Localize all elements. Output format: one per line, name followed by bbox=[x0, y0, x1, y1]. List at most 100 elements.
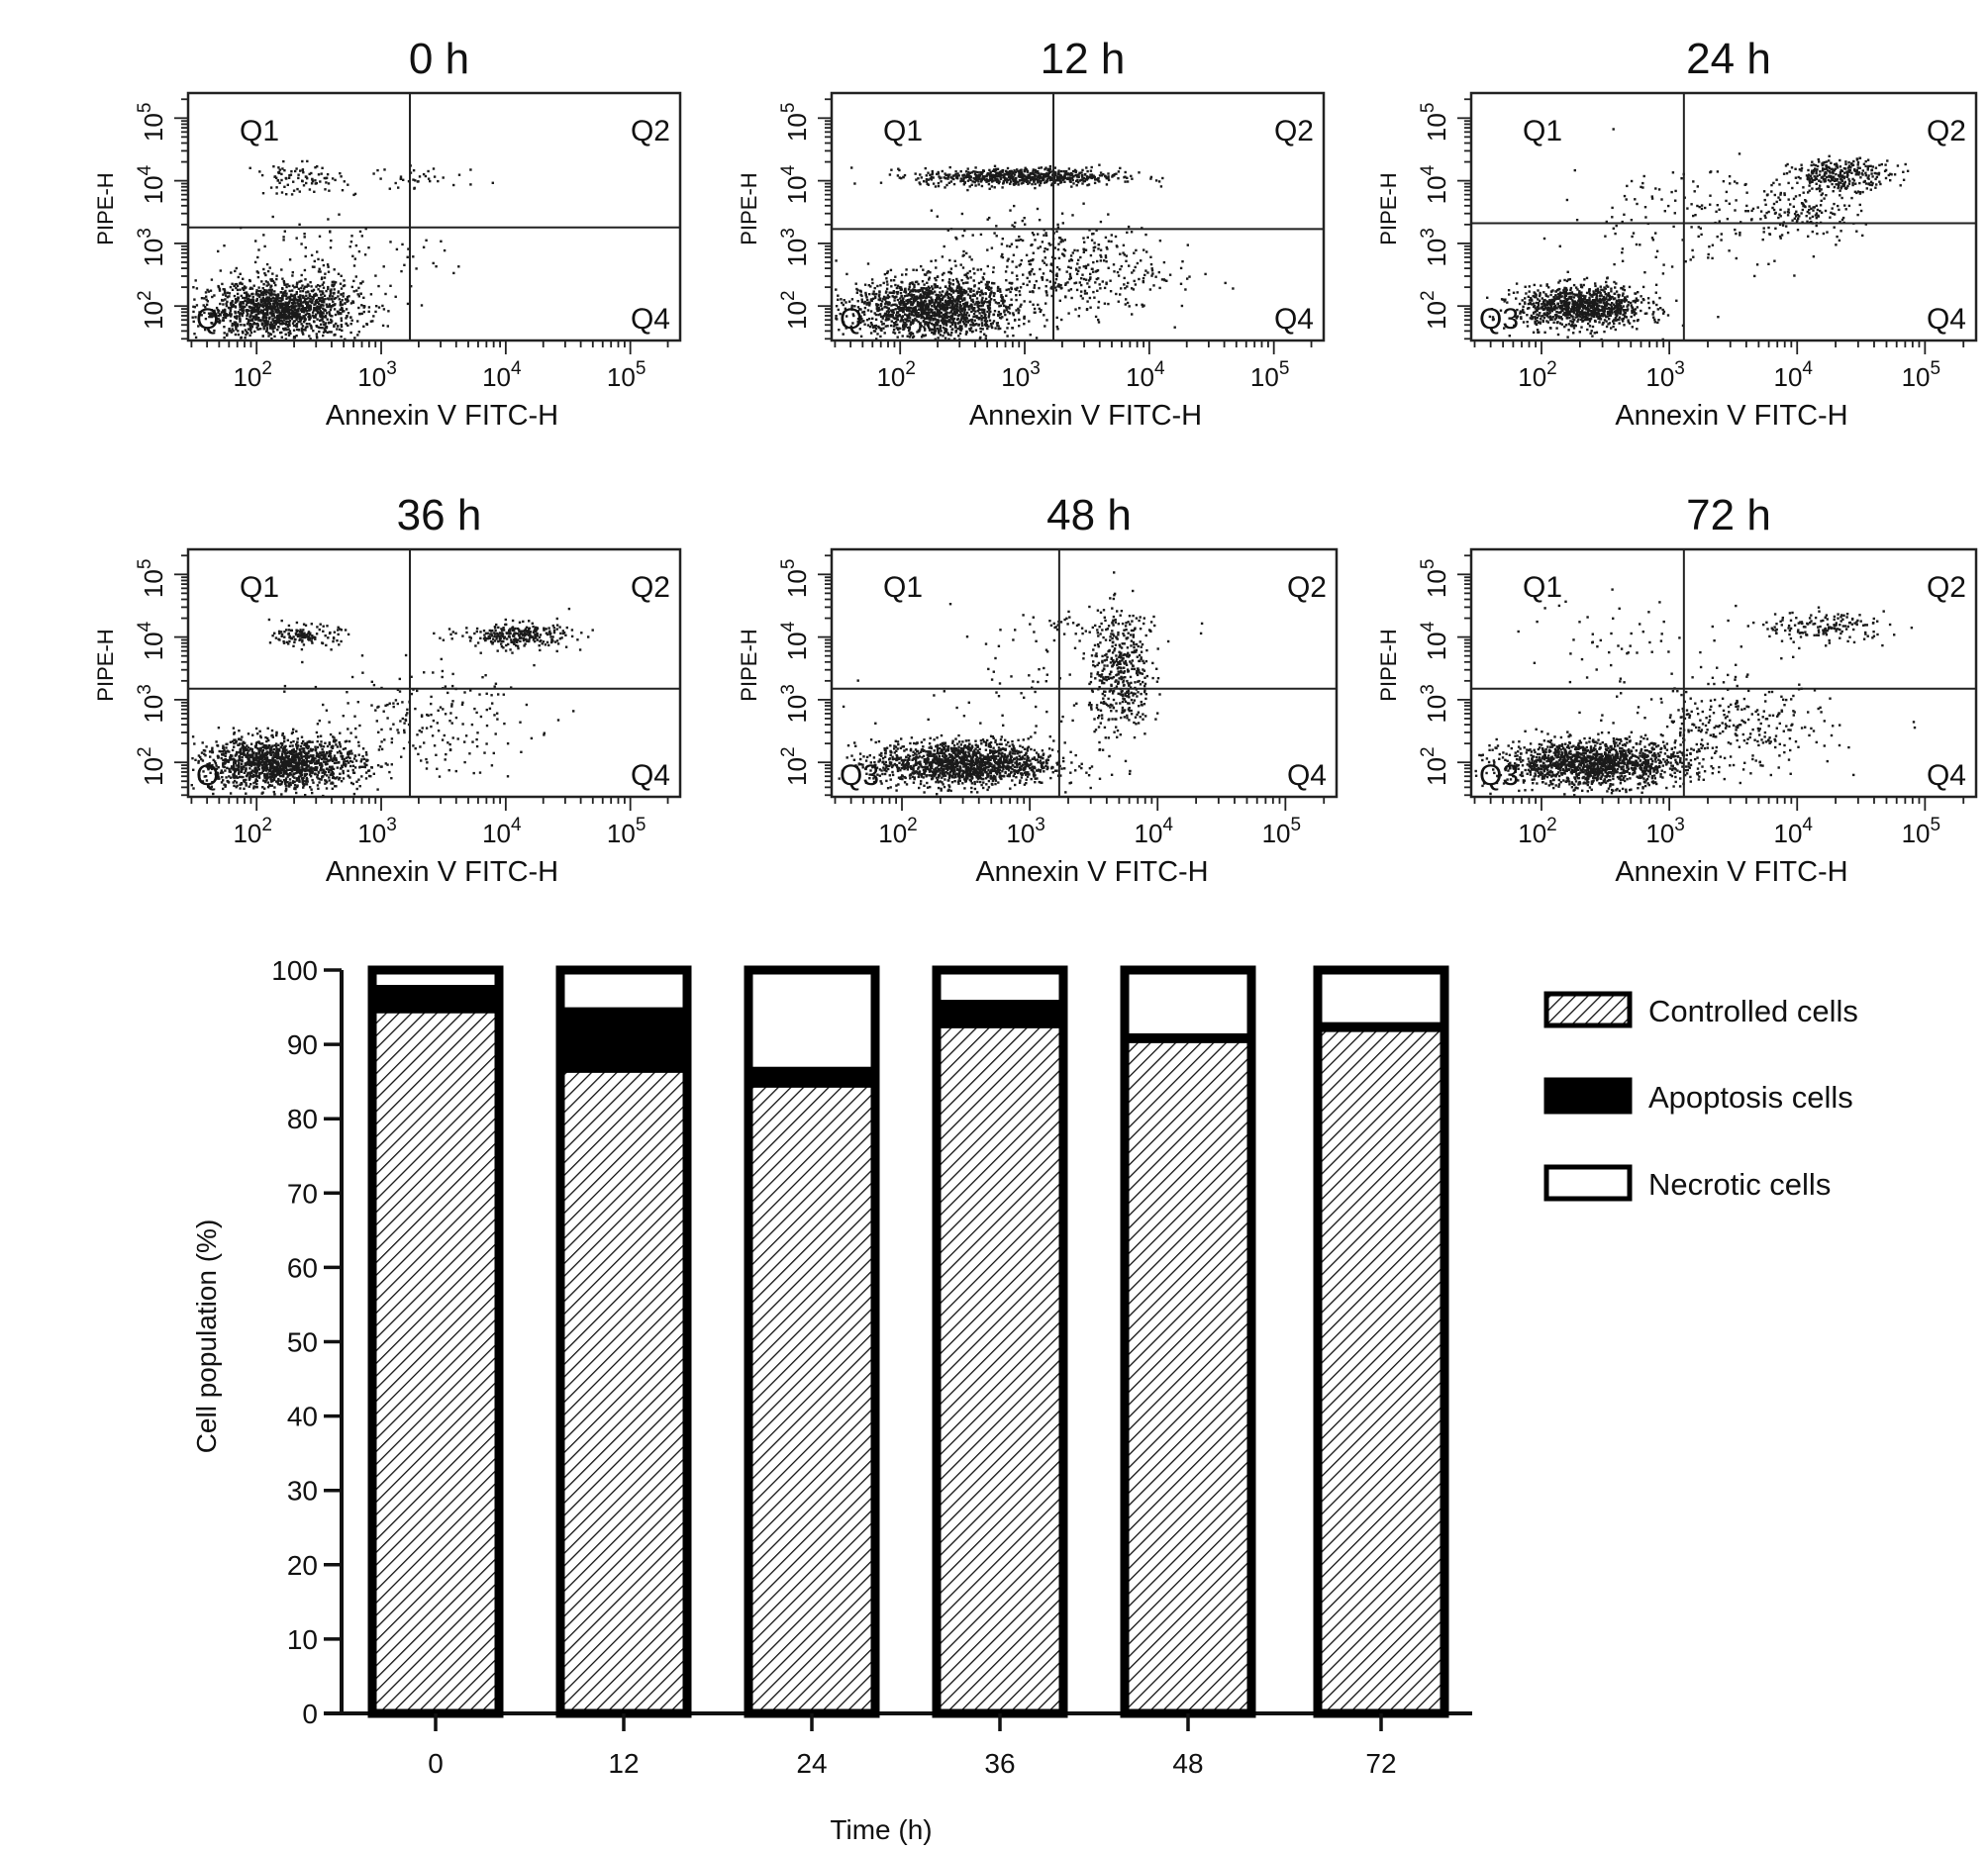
scatter-point bbox=[271, 314, 274, 317]
scatter-point bbox=[958, 306, 961, 309]
scatter-point bbox=[1049, 170, 1052, 174]
scatter-point bbox=[1186, 244, 1189, 246]
scatter-point bbox=[934, 311, 937, 314]
scatter-point bbox=[281, 296, 284, 299]
scatter-point bbox=[1096, 289, 1099, 292]
scatter-point bbox=[920, 325, 923, 328]
scatter-point bbox=[197, 325, 200, 328]
scatter-point bbox=[323, 301, 326, 304]
scatter-point bbox=[1055, 230, 1058, 234]
scatter-point bbox=[949, 334, 952, 337]
scatter-point bbox=[968, 294, 972, 298]
scatter-point bbox=[1000, 243, 1004, 245]
scatter-point bbox=[284, 317, 288, 321]
scatter-point bbox=[905, 273, 908, 276]
scatter-point bbox=[1564, 287, 1568, 290]
scatter-point bbox=[249, 309, 252, 312]
scatter-point bbox=[316, 284, 320, 287]
scatter-point bbox=[929, 302, 932, 306]
scatter-point bbox=[310, 182, 314, 185]
scatter-point bbox=[231, 328, 234, 331]
scatter-point bbox=[301, 159, 304, 163]
scatter-point bbox=[1053, 256, 1056, 260]
scatter-point bbox=[948, 286, 952, 290]
scatter-point bbox=[981, 328, 984, 331]
scatter-point bbox=[269, 326, 273, 329]
scatter-point bbox=[270, 288, 273, 292]
scatter-point bbox=[1013, 178, 1016, 181]
scatter-point bbox=[1064, 295, 1067, 298]
y-tick-label: 103 bbox=[135, 228, 168, 267]
scatter-point bbox=[1015, 309, 1018, 312]
scatter-point bbox=[239, 282, 242, 285]
scatter-point bbox=[418, 175, 422, 178]
scatter-point bbox=[1588, 325, 1592, 328]
scatter-point bbox=[1607, 292, 1610, 296]
scatter-point bbox=[931, 171, 935, 174]
scatter-point bbox=[1001, 302, 1005, 305]
scatter-point bbox=[248, 319, 251, 322]
scatter-point bbox=[936, 275, 940, 278]
scatter-point bbox=[297, 298, 300, 302]
scatter-point bbox=[856, 300, 859, 303]
scatter-point bbox=[915, 178, 918, 181]
scatter-point bbox=[226, 334, 229, 338]
scatter-point bbox=[219, 269, 222, 272]
scatter-point bbox=[1580, 286, 1584, 289]
scatter-point bbox=[1010, 282, 1013, 285]
scatter-point bbox=[1026, 170, 1030, 173]
x-tick-label: 105 bbox=[1250, 358, 1290, 392]
scatter-point bbox=[276, 298, 279, 301]
scatter-point bbox=[1072, 169, 1075, 173]
scatter-point bbox=[263, 308, 266, 311]
scatter-point bbox=[1006, 178, 1010, 181]
scatter-point bbox=[299, 299, 302, 302]
scatter-point bbox=[1569, 288, 1572, 292]
scatter-point bbox=[1105, 245, 1108, 249]
scatter-point bbox=[1080, 171, 1083, 174]
scatter-point bbox=[945, 307, 949, 311]
scatter-point bbox=[452, 271, 455, 275]
scatter-point bbox=[316, 325, 319, 329]
scatter-point bbox=[1017, 239, 1020, 242]
scatter-point bbox=[978, 312, 981, 315]
scatter-point bbox=[256, 255, 259, 259]
scatter-point bbox=[387, 310, 390, 313]
scatter-point bbox=[981, 308, 984, 311]
scatter-point bbox=[946, 332, 949, 335]
scatter-point bbox=[1115, 292, 1118, 296]
scatter-point bbox=[1541, 320, 1544, 324]
scatter-point bbox=[319, 315, 323, 319]
scatter-point bbox=[1630, 304, 1633, 307]
scatter-point bbox=[300, 279, 303, 283]
scatter-point bbox=[301, 168, 304, 172]
scatter-point bbox=[1150, 267, 1153, 270]
scatter-point bbox=[887, 318, 891, 321]
scatter-point bbox=[1105, 282, 1108, 286]
scatter-point bbox=[319, 310, 322, 313]
scatter-point bbox=[921, 307, 925, 310]
scatter-point bbox=[1006, 173, 1009, 176]
scatter-point bbox=[943, 244, 945, 248]
scatter-point bbox=[978, 316, 981, 320]
scatter-point bbox=[271, 302, 275, 305]
scatter-point bbox=[367, 310, 370, 313]
scatter-point bbox=[1025, 253, 1029, 256]
scatter-point bbox=[205, 303, 209, 306]
scatter-point bbox=[265, 296, 269, 299]
scatter-point bbox=[974, 174, 978, 177]
scatter-point bbox=[245, 334, 248, 337]
scatter-point bbox=[314, 179, 317, 182]
scatter-point bbox=[324, 188, 327, 191]
scatter-point bbox=[871, 281, 874, 285]
scatter-point bbox=[962, 315, 965, 319]
scatter-point bbox=[248, 334, 251, 338]
scatter-point bbox=[1038, 177, 1041, 180]
scatter-point bbox=[1086, 183, 1089, 187]
scatter-point bbox=[1056, 247, 1060, 251]
scatter-point bbox=[1581, 309, 1584, 312]
scatter-point bbox=[284, 338, 288, 341]
scatter-point bbox=[950, 309, 953, 312]
scatter-point bbox=[299, 302, 303, 306]
scatter-point bbox=[948, 312, 951, 315]
